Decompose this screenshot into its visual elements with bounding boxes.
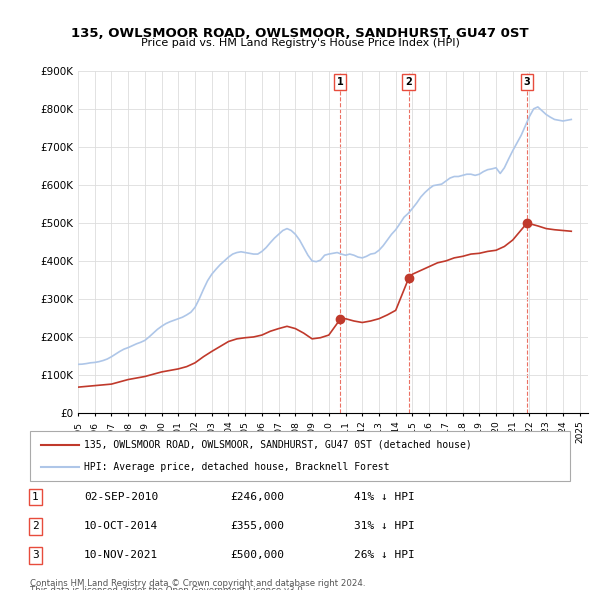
Text: 1: 1 [337, 77, 343, 87]
Text: 3: 3 [32, 550, 39, 560]
Text: Contains HM Land Registry data © Crown copyright and database right 2024.: Contains HM Land Registry data © Crown c… [30, 579, 365, 588]
FancyBboxPatch shape [30, 431, 570, 481]
Text: 2: 2 [32, 522, 39, 531]
Text: 3: 3 [524, 77, 530, 87]
Text: 26% ↓ HPI: 26% ↓ HPI [354, 550, 415, 560]
Text: 135, OWLSMOOR ROAD, OWLSMOOR, SANDHURST, GU47 0ST (detached house): 135, OWLSMOOR ROAD, OWLSMOOR, SANDHURST,… [84, 440, 472, 450]
Text: 135, OWLSMOOR ROAD, OWLSMOOR, SANDHURST, GU47 0ST: 135, OWLSMOOR ROAD, OWLSMOOR, SANDHURST,… [71, 27, 529, 40]
Text: This data is licensed under the Open Government Licence v3.0.: This data is licensed under the Open Gov… [30, 586, 305, 590]
Text: HPI: Average price, detached house, Bracknell Forest: HPI: Average price, detached house, Brac… [84, 462, 389, 472]
Text: 1: 1 [32, 492, 39, 502]
Text: 41% ↓ HPI: 41% ↓ HPI [354, 492, 415, 502]
Text: £500,000: £500,000 [230, 550, 284, 560]
Text: 02-SEP-2010: 02-SEP-2010 [84, 492, 158, 502]
Text: 10-NOV-2021: 10-NOV-2021 [84, 550, 158, 560]
Text: Price paid vs. HM Land Registry's House Price Index (HPI): Price paid vs. HM Land Registry's House … [140, 38, 460, 48]
Text: 2: 2 [406, 77, 412, 87]
Text: £355,000: £355,000 [230, 522, 284, 531]
Text: 10-OCT-2014: 10-OCT-2014 [84, 522, 158, 531]
Text: 31% ↓ HPI: 31% ↓ HPI [354, 522, 415, 531]
Text: £246,000: £246,000 [230, 492, 284, 502]
